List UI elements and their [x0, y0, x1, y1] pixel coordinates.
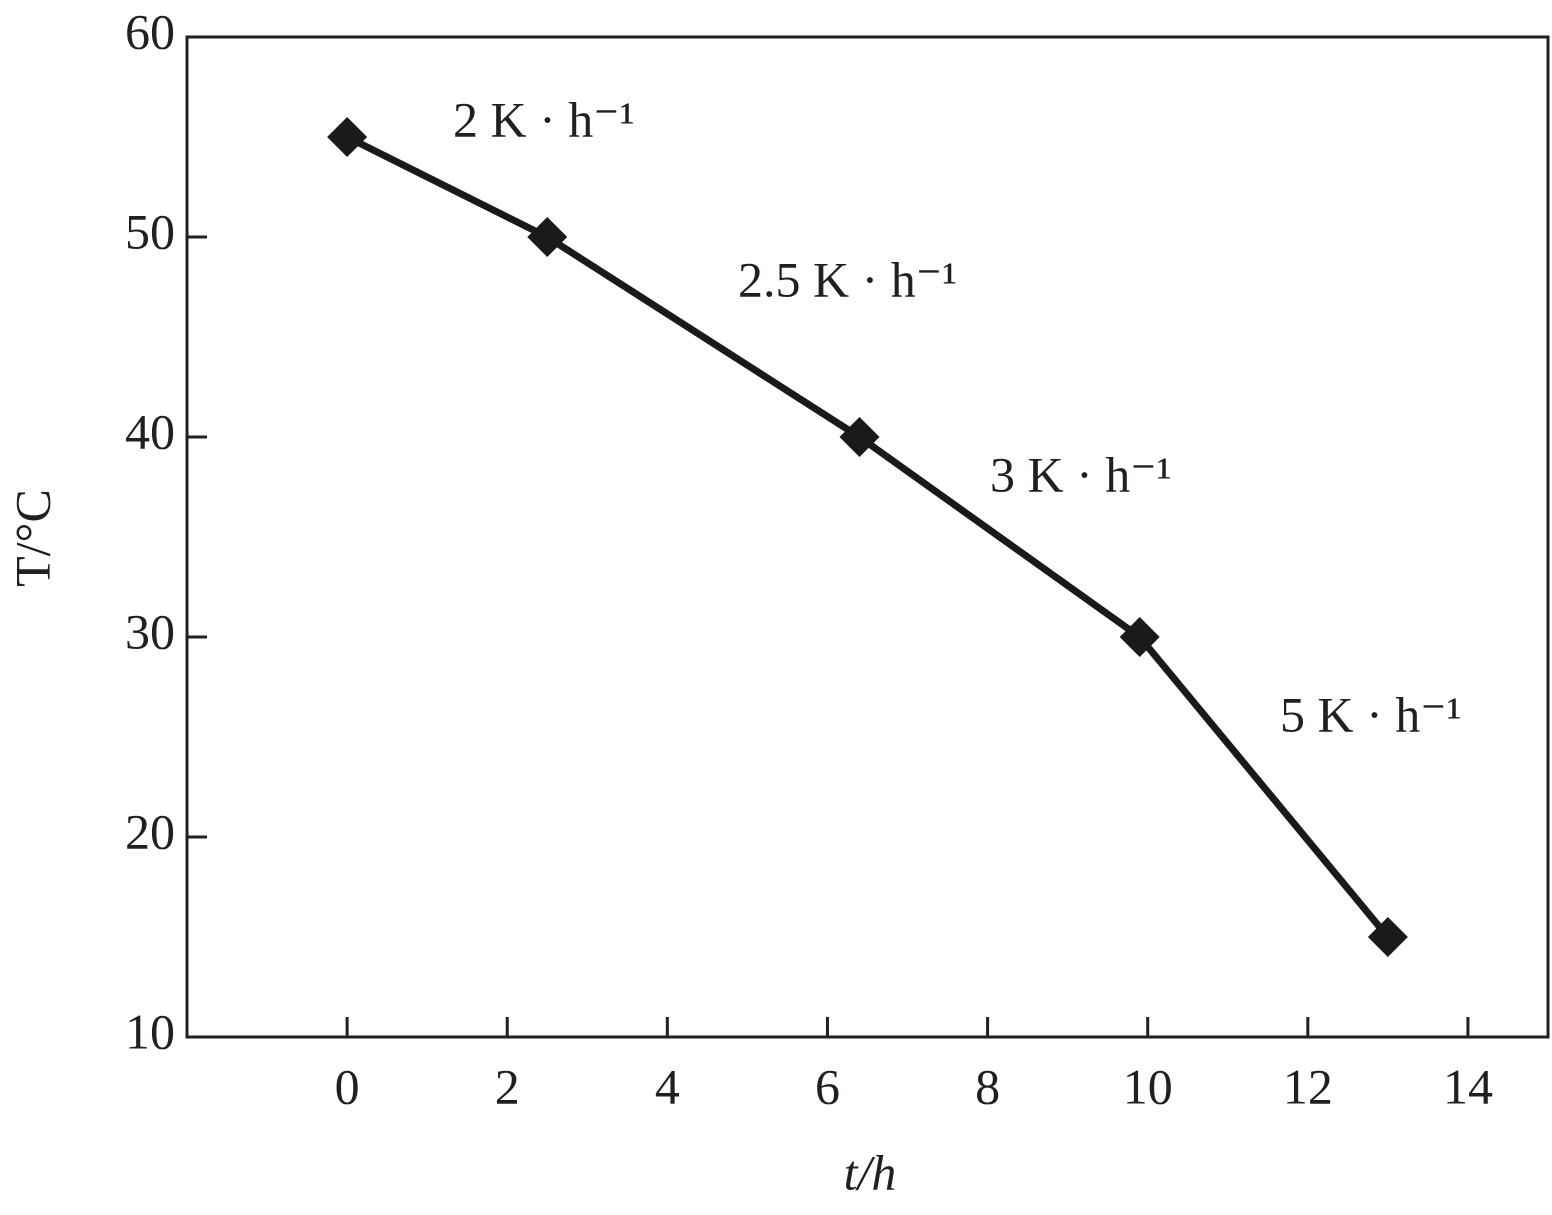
x-tick-label: 10: [1123, 1058, 1173, 1114]
rate-annotation: 5 K · h⁻¹: [1280, 686, 1462, 742]
y-tick-label: 30: [125, 603, 175, 659]
rate-annotation: 2.5 K · h⁻¹: [738, 251, 957, 307]
data-marker: [839, 417, 880, 457]
x-tick-label: 0: [335, 1058, 360, 1114]
x-tick-label: 6: [815, 1058, 840, 1114]
y-tick-label: 20: [125, 803, 175, 859]
x-tick-label: 4: [655, 1058, 680, 1114]
y-tick-label: 50: [125, 203, 175, 259]
x-axis-label: t/h: [844, 1144, 897, 1200]
y-tick-label: 10: [125, 1003, 175, 1059]
y-tick-label: 60: [125, 3, 175, 59]
rate-annotation: 3 K · h⁻¹: [990, 446, 1172, 502]
x-tick-label: 12: [1283, 1058, 1333, 1114]
x-tick-label: 14: [1443, 1058, 1493, 1114]
rate-annotation: 2 K · h⁻¹: [453, 91, 635, 147]
data-marker: [1367, 917, 1408, 957]
y-axis-label: T/°C: [4, 489, 60, 587]
data-marker: [327, 117, 368, 157]
x-tick-label: 2: [495, 1058, 520, 1114]
y-tick-label: 40: [125, 403, 175, 459]
plot-frame: [185, 35, 1550, 1039]
data-marker: [1119, 617, 1160, 657]
x-tick-label: 8: [975, 1058, 1000, 1114]
data-marker: [527, 217, 568, 257]
